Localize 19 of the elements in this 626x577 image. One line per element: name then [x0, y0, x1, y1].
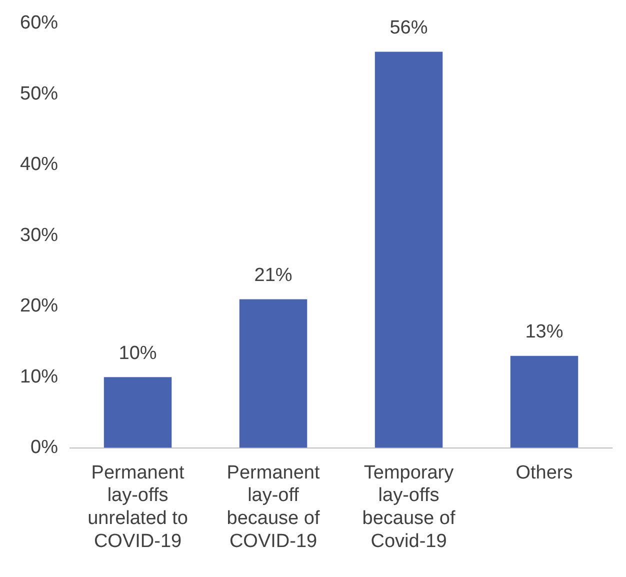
- data-label: 56%: [390, 17, 428, 38]
- bar: [510, 356, 578, 448]
- bar: [104, 377, 172, 448]
- y-tick-label: 40%: [20, 154, 58, 176]
- y-tick-label: 0%: [30, 437, 58, 458]
- y-tick-label: 10%: [20, 366, 58, 388]
- data-label: 21%: [254, 264, 292, 286]
- data-label: 10%: [118, 342, 157, 364]
- bar: [374, 52, 443, 448]
- x-tick-label: Temporary lay-offs because of Covid-19: [362, 462, 456, 552]
- y-tick-label: 20%: [20, 296, 58, 317]
- x-tick-label: Others: [516, 462, 573, 484]
- y-tick-label: 50%: [20, 83, 58, 104]
- data-label: 13%: [525, 322, 564, 343]
- x-tick-label: Permanent lay-offs unrelated to COVID-19: [88, 462, 188, 552]
- bar: [239, 299, 308, 448]
- y-tick-label: 60%: [20, 12, 58, 34]
- y-tick-label: 30%: [20, 224, 58, 246]
- x-tick-label: Permanent lay-off because of COVID-19: [226, 462, 320, 552]
